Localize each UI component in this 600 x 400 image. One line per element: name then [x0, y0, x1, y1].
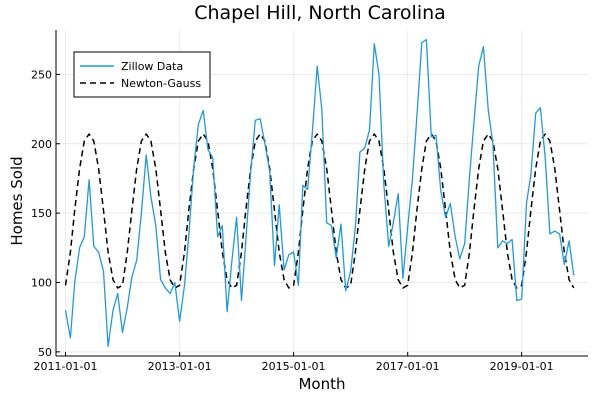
legend-label-zillow: Zillow Data [121, 60, 183, 73]
y-tick-label: 50 [38, 346, 52, 359]
x-tick-label: 2013-01-01 [148, 360, 212, 373]
y-axis-title: Homes Sold [8, 156, 26, 245]
y-tick-label: 150 [31, 207, 52, 220]
x-tick-label: 2015-01-01 [262, 360, 326, 373]
x-tick-label: 2011-01-01 [34, 360, 98, 373]
x-axis-title: Month [298, 375, 345, 393]
legend-label-newton-gauss: Newton-Gauss [121, 77, 201, 90]
y-tick-label: 100 [31, 276, 52, 289]
axes [55, 30, 588, 357]
series-group [64, 39, 575, 347]
legend-box [73, 51, 211, 98]
series-line-zillow-data [64, 39, 575, 347]
chart-title: Chapel Hill, North Carolina [194, 2, 446, 24]
x-tick-label: 2019-01-01 [490, 360, 554, 373]
y-tick-label: 250 [31, 68, 52, 81]
tick-labels: 50 100 150 200 250 2011-01-01 2013-01-01 2015-0… [31, 68, 554, 373]
y-tick-label: 200 [31, 138, 52, 151]
legend: Zillow Data Newton-Gauss [73, 51, 211, 98]
x-tick-label: 2017-01-01 [376, 360, 440, 373]
